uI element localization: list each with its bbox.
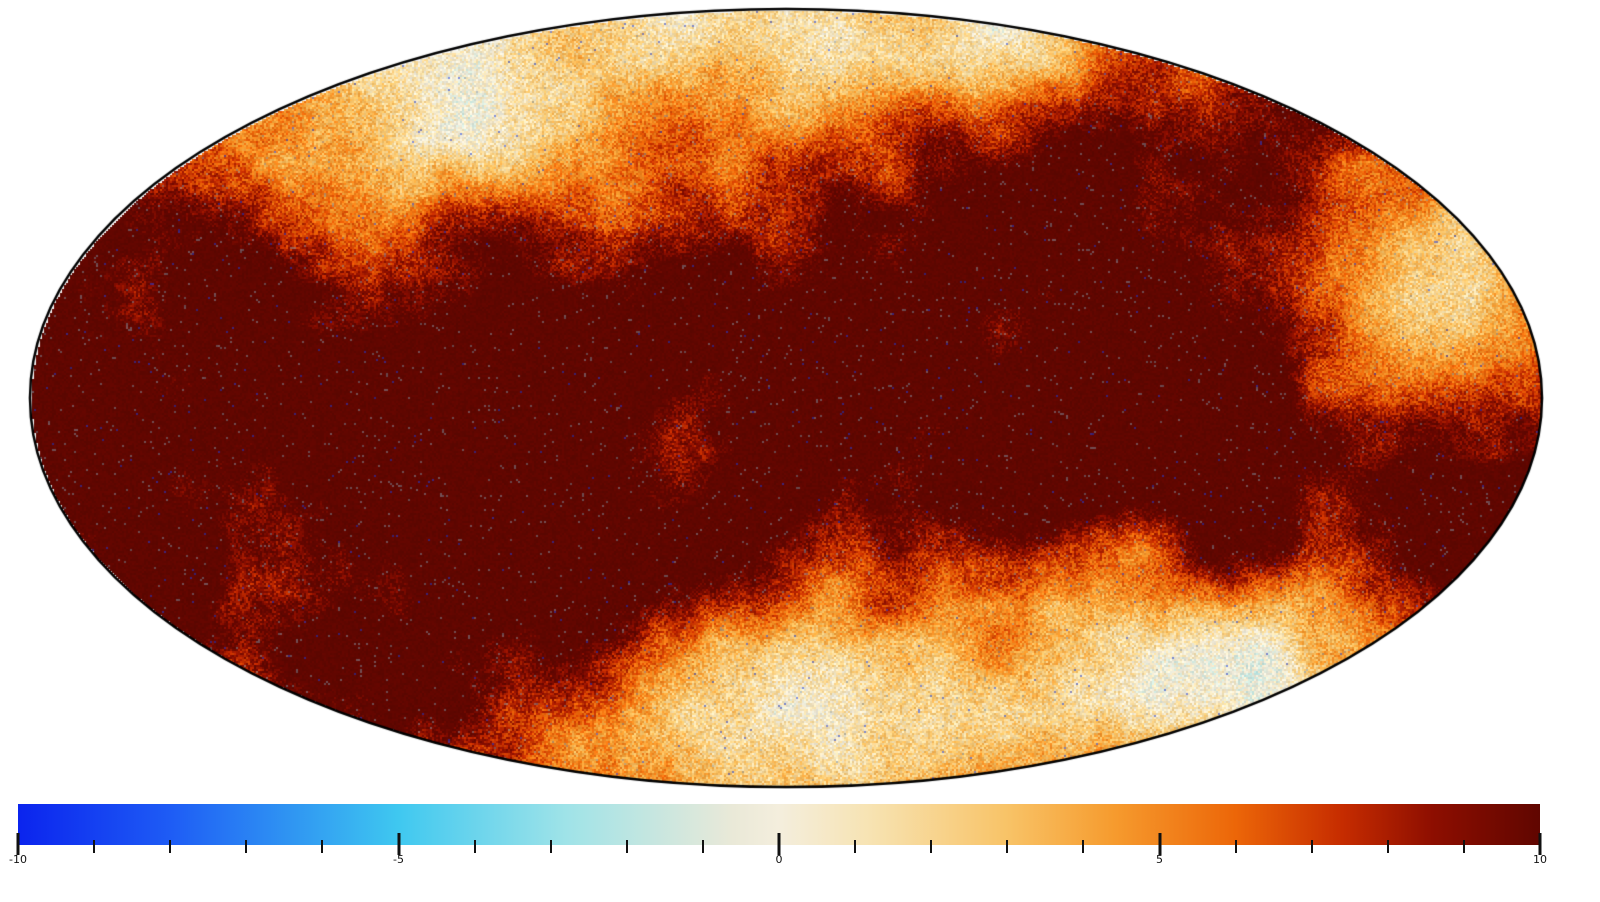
mollweide-allsky-map xyxy=(28,7,1544,789)
colorbar-tick xyxy=(854,840,857,853)
colorbar-tick-label: 0 xyxy=(775,853,783,866)
colorbar-tick xyxy=(321,840,324,853)
colorbar-tick xyxy=(1310,840,1313,853)
colorbar-tick xyxy=(16,833,20,855)
colorbar-tick xyxy=(930,840,933,853)
colorbar-tick xyxy=(701,840,704,853)
colorbar-tick xyxy=(245,840,248,853)
colorbar-tick xyxy=(625,840,628,853)
colorbar-tick xyxy=(1538,833,1542,855)
colorbar-tick-label: -10 xyxy=(9,853,27,866)
colorbar-tick-label: -5 xyxy=(393,853,404,866)
colorbar-tick xyxy=(549,840,552,853)
colorbar-tick-label: 10 xyxy=(1533,853,1547,866)
colorbar-tick xyxy=(169,840,172,853)
colorbar-tick xyxy=(93,840,96,853)
colorbar-tick xyxy=(777,833,781,855)
colorbar-tick xyxy=(1006,840,1009,853)
colorbar: -10 -5 0 5 10 xyxy=(9,804,1547,866)
colorbar-tick xyxy=(1462,840,1465,853)
colorbar-tick xyxy=(397,833,400,855)
colorbar-tick xyxy=(1082,840,1085,853)
colorbar-tick xyxy=(1158,833,1161,855)
colorbar-tick xyxy=(1234,840,1237,853)
colorbar-tick xyxy=(1386,840,1389,853)
colorbar-tick xyxy=(473,840,476,853)
colorbar-tick-label: 5 xyxy=(1156,853,1163,866)
